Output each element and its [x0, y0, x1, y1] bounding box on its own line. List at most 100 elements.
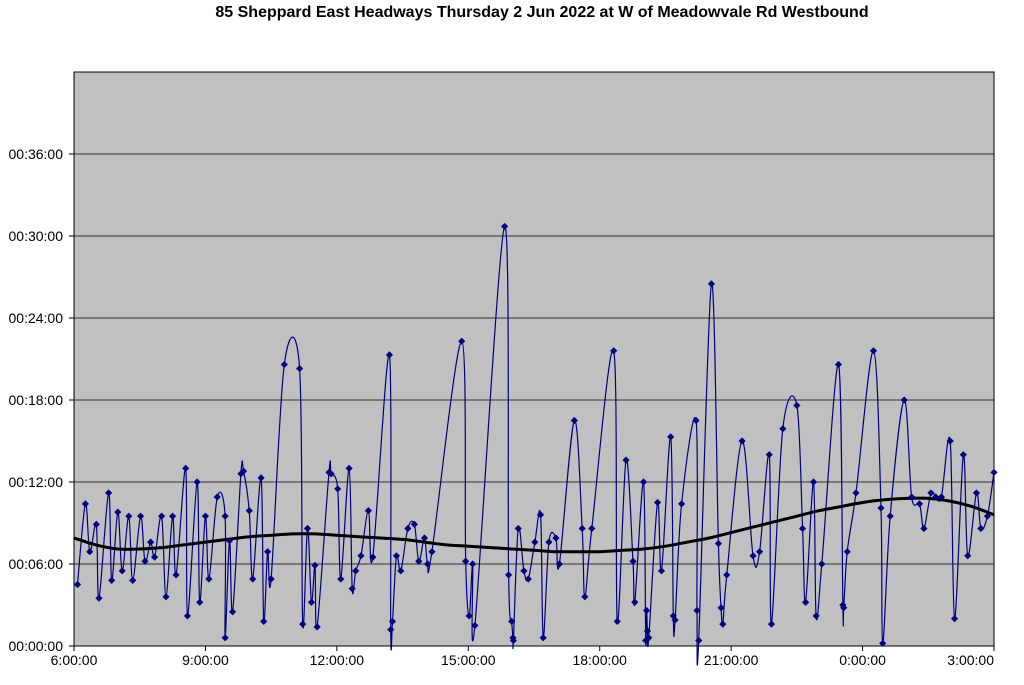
data-point	[183, 612, 192, 620]
data-point	[843, 548, 851, 556]
x-tick-label: 0:00:00	[839, 652, 886, 668]
data-point	[327, 470, 335, 478]
data-point	[501, 222, 509, 231]
data-point	[723, 571, 731, 579]
data-point	[415, 557, 423, 565]
data-point	[410, 520, 418, 528]
data-point	[357, 552, 365, 560]
data-point	[462, 557, 470, 565]
data-point	[168, 512, 177, 520]
data-point	[257, 474, 265, 482]
data-point	[225, 537, 234, 545]
data-point	[114, 508, 122, 516]
data-point	[397, 567, 405, 575]
data-point	[932, 493, 940, 501]
data-point	[162, 593, 170, 601]
data-point	[840, 604, 848, 612]
data-point	[239, 467, 248, 475]
y-tick-label: 00:00:00	[9, 638, 64, 654]
data-point	[767, 620, 776, 628]
data-point	[423, 560, 432, 568]
data-point	[337, 575, 345, 583]
data-point	[812, 612, 820, 620]
data-point	[245, 507, 253, 515]
data-point	[364, 507, 372, 515]
data-point	[946, 437, 954, 445]
x-tick-label: 12:00:00	[310, 652, 365, 668]
data-point	[972, 489, 981, 497]
data-point	[678, 500, 686, 508]
y-tick-label: 00:24:00	[9, 310, 64, 326]
x-tick-label: 21:00:00	[704, 652, 759, 668]
data-point	[514, 524, 522, 533]
data-point	[927, 489, 935, 497]
chart-title: 85 Sheppard East Headways Thursday 2 Jun…	[215, 4, 869, 21]
data-point	[959, 451, 967, 459]
data-point	[692, 416, 700, 425]
series-layer	[73, 222, 998, 666]
data-point	[877, 504, 885, 512]
data-point	[213, 493, 221, 501]
data-point	[311, 561, 319, 569]
data-point	[645, 634, 653, 642]
data-point	[964, 552, 972, 560]
data-point	[779, 425, 787, 433]
data-point	[267, 575, 275, 583]
data-point	[578, 524, 586, 533]
data-point	[629, 557, 637, 565]
data-point	[86, 548, 94, 556]
data-point	[92, 520, 100, 528]
data-point	[520, 567, 528, 575]
data-point	[264, 548, 272, 556]
data-point	[158, 512, 166, 520]
data-point	[387, 626, 395, 634]
data-point	[504, 571, 513, 579]
data-point	[280, 360, 288, 369]
data-point	[385, 351, 394, 359]
data-point	[886, 512, 894, 520]
data-point	[950, 615, 959, 623]
data-point	[802, 598, 810, 606]
y-tick-label: 00:36:00	[9, 146, 64, 162]
data-point	[983, 512, 992, 520]
data-point	[756, 548, 764, 556]
data-point	[307, 598, 316, 606]
data-point	[671, 616, 679, 624]
data-point	[369, 553, 377, 561]
data-point	[125, 512, 133, 520]
data-point	[834, 360, 843, 369]
data-point	[570, 416, 578, 425]
data-point	[352, 567, 360, 575]
data-point	[95, 594, 103, 602]
data-point	[392, 552, 401, 560]
data-point	[345, 464, 353, 472]
data-point	[639, 478, 648, 486]
data-point	[908, 493, 916, 501]
x-tick-label: 3:00:00	[947, 652, 994, 668]
y-tick-label: 00:30:00	[9, 228, 64, 244]
data-point	[260, 617, 268, 625]
data-point	[915, 500, 924, 508]
data-point	[536, 511, 545, 519]
y-tick-label: 00:06:00	[9, 556, 64, 572]
data-point	[852, 489, 860, 497]
data-point	[653, 498, 662, 507]
y-axis-tick-labels: 00:00:00 00:06:00 00:12:00 00:18:00 00:24:00…	[9, 146, 74, 654]
data-point	[977, 524, 985, 533]
data-point	[588, 524, 596, 533]
data-point	[531, 538, 539, 546]
data-point	[404, 524, 412, 533]
x-tick-label: 6:00:00	[51, 652, 98, 668]
data-point	[469, 560, 477, 568]
data-point	[81, 500, 89, 508]
data-point	[555, 560, 564, 568]
data-point	[182, 464, 190, 472]
data-point	[508, 617, 516, 625]
data-point	[73, 580, 82, 589]
data-point	[613, 617, 621, 625]
data-point	[693, 606, 701, 615]
data-point	[221, 634, 229, 642]
data-point	[348, 585, 356, 593]
data-point	[108, 576, 116, 584]
data-point	[465, 612, 473, 620]
